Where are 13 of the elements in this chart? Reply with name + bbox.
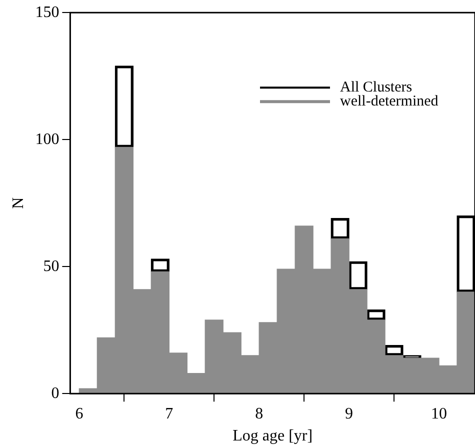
x-tick-label: 9 <box>345 405 354 422</box>
legend-label: well-determined <box>340 94 439 110</box>
y-axis-title: N <box>10 196 27 209</box>
x-axis-title: Log age [yr] <box>232 428 313 445</box>
x-tick-label: 8 <box>255 405 264 422</box>
x-tick-label: 6 <box>75 405 84 422</box>
y-tick-label: 150 <box>35 4 60 21</box>
legend-label: All Clusters <box>340 80 412 96</box>
y-tick-label: 50 <box>43 258 60 275</box>
y-tick-label: 100 <box>35 130 60 148</box>
x-tick-label: 7 <box>165 405 174 422</box>
x-tick-label: 10 <box>431 405 448 422</box>
y-tick-label: 0 <box>51 384 60 402</box>
